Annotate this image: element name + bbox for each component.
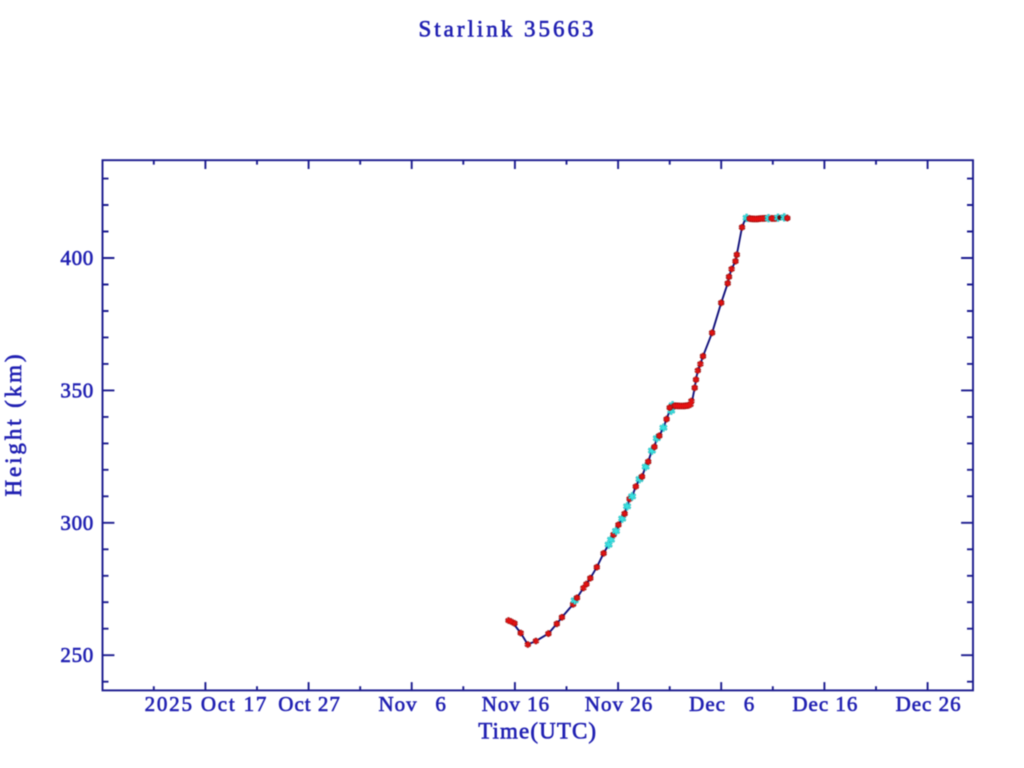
svg-text:Nov 16: Nov 16 [482, 692, 550, 716]
svg-text:350: 350 [60, 378, 94, 402]
svg-text:400: 400 [60, 246, 94, 270]
svg-text:Time(UTC): Time(UTC) [478, 719, 597, 744]
svg-text:Starlink 35663: Starlink 35663 [418, 17, 596, 42]
svg-text:2025 Oct 17: 2025 Oct 17 [145, 692, 269, 716]
svg-text:Nov 6: Nov 6 [378, 692, 446, 716]
svg-text:Dec 26: Dec 26 [896, 692, 962, 716]
svg-text:300: 300 [60, 511, 94, 535]
svg-text:Dec 16: Dec 16 [792, 692, 858, 716]
svg-text:Oct 27: Oct 27 [278, 692, 341, 716]
svg-text:Height (km): Height (km) [1, 352, 26, 497]
svg-text:Nov 26: Nov 26 [585, 692, 653, 716]
svg-text:Dec 6: Dec 6 [689, 692, 755, 716]
svg-text:250: 250 [60, 643, 94, 667]
